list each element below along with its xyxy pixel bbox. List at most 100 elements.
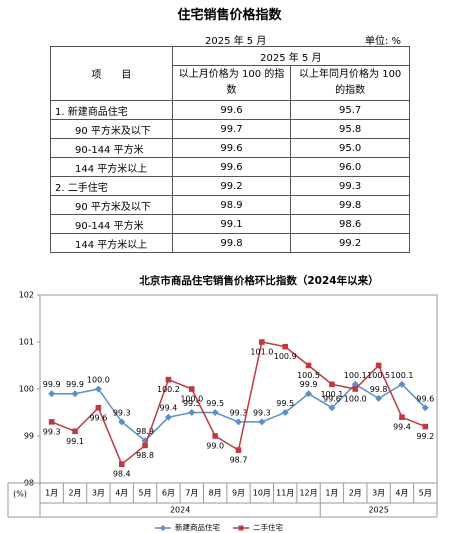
point bbox=[352, 386, 359, 392]
document-title: 住宅销售价格指数 bbox=[177, 8, 282, 23]
value-label: 98.7 bbox=[230, 456, 248, 465]
x-tick-label: 2月 bbox=[68, 489, 81, 498]
table-row: 1. 新建商品住宅 99.6 95.7 bbox=[50, 100, 410, 120]
value-label: 99.4 bbox=[160, 404, 178, 413]
x-tick-label: 1月 bbox=[325, 489, 338, 498]
value-label: 100.0 bbox=[180, 395, 203, 404]
x-tick-label: 12月 bbox=[299, 489, 317, 498]
x-tick-label: 7月 bbox=[185, 489, 198, 498]
table-row: 144 平方米以上 99.8 99.2 bbox=[50, 233, 410, 253]
y-axis-label: (%) bbox=[13, 490, 27, 499]
x-tick-label: 3月 bbox=[372, 489, 385, 498]
point bbox=[48, 390, 56, 398]
row-label: 90 平方米及以下 bbox=[50, 195, 173, 215]
value-label: 100.1 bbox=[391, 371, 414, 380]
x-group-label: 2025 bbox=[368, 506, 388, 515]
y-tick-label: 101 bbox=[19, 338, 34, 347]
table-row: 90 平方米及以下 99.7 95.8 bbox=[50, 119, 410, 139]
legend-marker bbox=[160, 525, 166, 531]
value-label: 99.3 bbox=[253, 408, 271, 417]
point bbox=[259, 339, 265, 345]
point bbox=[398, 380, 406, 388]
x-tick-label: 2月 bbox=[349, 489, 362, 498]
cell-value: 99.6 bbox=[171, 100, 292, 120]
chart: 北京市商品住宅销售价格环比指数（2024年以来） 9899100101102(%… bbox=[7, 274, 438, 532]
row-label: 90-144 平方米 bbox=[50, 214, 173, 234]
point bbox=[72, 428, 78, 435]
cell-value: 99.1 bbox=[171, 214, 292, 234]
value-label: 100.5 bbox=[297, 371, 320, 380]
x-tick-label: 5月 bbox=[139, 489, 152, 498]
point bbox=[235, 418, 242, 426]
legend-label: 二手住宅 bbox=[253, 522, 283, 532]
table-row: 90-144 平方米 99.1 98.6 bbox=[50, 214, 410, 234]
point bbox=[118, 461, 125, 467]
cell-value: 99.8 bbox=[171, 233, 292, 253]
y-tick-label: 100 bbox=[19, 385, 34, 394]
table-row: 90-144 平方米 99.6 95.0 bbox=[50, 138, 410, 158]
value-label: 99.0 bbox=[206, 442, 224, 451]
row-label: 144 平方米以上 bbox=[50, 233, 173, 253]
value-label: 100.0 bbox=[87, 376, 110, 385]
value-label: 99.9 bbox=[300, 380, 318, 389]
value-label: 100.1 bbox=[344, 371, 367, 380]
value-label: 100.0 bbox=[344, 395, 367, 404]
point bbox=[421, 404, 429, 412]
point bbox=[71, 390, 79, 398]
cell-value: 99.8 bbox=[290, 195, 410, 215]
cell-value: 99.7 bbox=[171, 119, 292, 139]
table-row: 90 平方米及以下 98.9 99.8 bbox=[50, 195, 410, 215]
point bbox=[351, 380, 359, 388]
value-label: 99.3 bbox=[43, 427, 61, 436]
x-tick-label: 1月 bbox=[45, 489, 58, 498]
value-label: 100.5 bbox=[367, 371, 390, 380]
y-tick-label: 102 bbox=[19, 291, 34, 300]
point bbox=[329, 381, 335, 388]
cell-value: 99.3 bbox=[290, 176, 410, 196]
value-label: 101.0 bbox=[250, 348, 273, 357]
point bbox=[164, 413, 172, 421]
x-tick-label: 11月 bbox=[276, 489, 294, 498]
chart-title: 北京市商品住宅销售价格环比指数（2024年以来） bbox=[139, 274, 378, 287]
value-label: 99.4 bbox=[393, 423, 411, 432]
point bbox=[375, 394, 383, 402]
cell-value: 99.2 bbox=[171, 176, 292, 196]
x-tick-label: 4月 bbox=[395, 489, 408, 498]
cell-value: 95.7 bbox=[290, 100, 410, 120]
value-label: 98.8 bbox=[136, 451, 154, 460]
value-label: 100.2 bbox=[157, 385, 180, 394]
x-tick-label: 8月 bbox=[209, 489, 222, 498]
point bbox=[235, 447, 242, 453]
point bbox=[188, 409, 196, 416]
row-label: 144 平方米以上 bbox=[50, 157, 173, 177]
point bbox=[399, 414, 405, 420]
cell-value: 95.8 bbox=[290, 119, 410, 139]
row-label: 90-144 平方米 bbox=[50, 138, 173, 158]
unit: 单位: % bbox=[365, 36, 402, 47]
point bbox=[118, 418, 126, 426]
period-header: 2025 年 5 月 bbox=[171, 46, 411, 66]
value-label: 98.4 bbox=[113, 470, 131, 479]
value-label: 99.5 bbox=[183, 399, 201, 408]
point bbox=[422, 423, 429, 430]
value-label: 99.8 bbox=[370, 385, 388, 394]
column-header: 以上月价格为 100 的指数 bbox=[171, 65, 292, 101]
legend-marker bbox=[238, 525, 244, 531]
point bbox=[258, 418, 266, 426]
x-tick-label: 4月 bbox=[115, 489, 128, 498]
cell-value: 96.0 bbox=[290, 157, 410, 177]
period: 2025 年 5 月 bbox=[205, 36, 267, 47]
row-label: 90 平方米及以下 bbox=[50, 119, 173, 139]
value-label: 100.1 bbox=[320, 390, 343, 399]
value-label: 99.3 bbox=[230, 408, 248, 417]
value-label: 98.9 bbox=[136, 427, 154, 436]
table-row: 144 平方米以上 99.6 96.0 bbox=[50, 157, 410, 177]
point bbox=[282, 343, 289, 350]
cell-value: 99.6 bbox=[171, 138, 292, 158]
point bbox=[142, 442, 148, 449]
column-header: 以上年同月价格为 100 的指数 bbox=[290, 65, 410, 101]
x-tick-label: 5月 bbox=[419, 489, 432, 498]
value-label: 99.6 bbox=[89, 413, 107, 422]
cell-value: 98.9 bbox=[171, 195, 292, 215]
row-label: 2. 二手住宅 bbox=[50, 176, 173, 196]
